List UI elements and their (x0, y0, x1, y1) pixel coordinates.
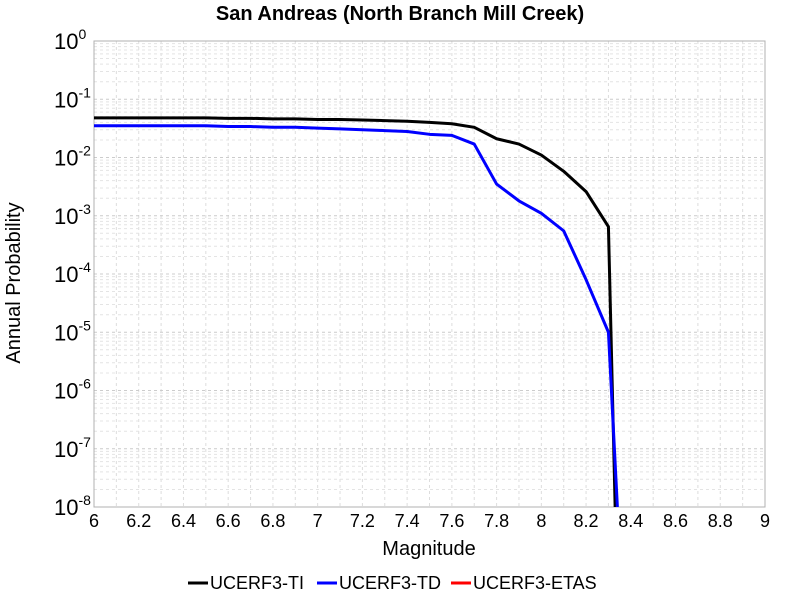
x-tick-label: 6.6 (216, 511, 241, 531)
legend-label: UCERF3-TD (339, 573, 441, 593)
x-tick-label: 6.2 (126, 511, 151, 531)
legend: UCERF3-TI UCERF3-TD UCERF3-ETAS (188, 573, 597, 593)
x-axis-ticks: 6 6.2 6.4 6.6 6.8 7 7.2 7.4 7.6 7.8 8 8.2 8.4 8.6 8.8 9 (89, 511, 770, 531)
y-tick-label: 10-2 (54, 143, 91, 171)
x-tick-label: 8.6 (663, 511, 688, 531)
plot-area (93, 40, 766, 508)
x-tick-label: 8.8 (708, 511, 733, 531)
x-tick-label: 7.4 (395, 511, 420, 531)
y-axis-label: Annual Probability (3, 202, 25, 363)
y-tick-label: 10-1 (54, 84, 91, 112)
y-tick-label: 10-5 (54, 317, 91, 345)
grid (93, 41, 766, 508)
x-tick-label: 9 (760, 511, 770, 531)
x-tick-label: 6.4 (171, 511, 196, 531)
x-tick-label: 7 (313, 511, 323, 531)
y-axis-ticks: 100 10-1 10-2 10-3 10-4 10-5 10-6 10-7 10-8 (54, 26, 91, 520)
x-tick-label: 7.2 (350, 511, 375, 531)
series-line-ucerf3-td (94, 124, 619, 507)
chart-title: San Andreas (North Branch Mill Creek) (216, 3, 584, 25)
x-tick-label: 8.4 (618, 511, 643, 531)
y-tick-label: 10-8 (54, 492, 91, 520)
x-tick-label: 6 (89, 511, 99, 531)
y-tick-label: 10-3 (54, 201, 91, 229)
x-tick-label: 6.8 (260, 511, 285, 531)
y-tick-label: 10-6 (54, 376, 91, 404)
series-layer (94, 116, 619, 507)
x-tick-label: 7.8 (484, 511, 509, 531)
y-tick-label: 10-7 (54, 434, 91, 462)
legend-label: UCERF3-TI (210, 573, 304, 593)
series-line-ucerf3-ti (94, 116, 617, 507)
x-axis-label: Magnitude (382, 538, 475, 560)
y-tick-label: 100 (54, 26, 86, 54)
x-tick-label: 8 (536, 511, 546, 531)
legend-label: UCERF3-ETAS (473, 573, 597, 593)
y-tick-label: 10-4 (54, 259, 91, 287)
x-tick-label: 8.2 (574, 511, 599, 531)
x-tick-label: 7.6 (439, 511, 464, 531)
